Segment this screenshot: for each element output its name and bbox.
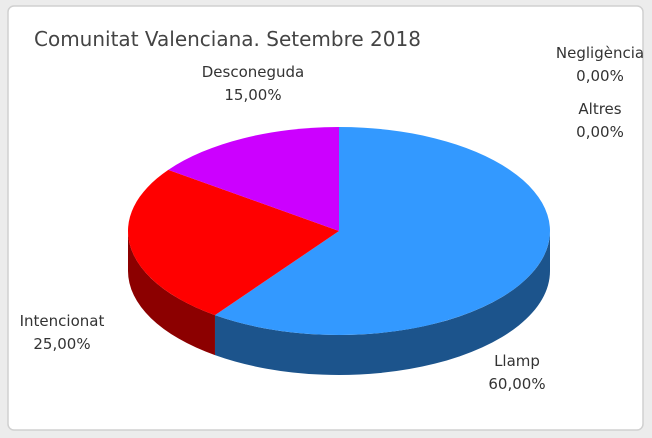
slice [128, 169, 339, 316]
slice-label: Desconeguda [202, 63, 305, 81]
slice-label: Altres [578, 100, 621, 118]
slice-value-label: 60,00% [488, 375, 545, 393]
pie [128, 126, 551, 375]
slice-label: Negligència [556, 44, 644, 62]
slice-value-label: 0,00% [576, 123, 624, 141]
slice-value-label: 0,00% [576, 67, 624, 85]
slice-value-label: 25,00% [33, 335, 90, 353]
slice [168, 126, 339, 231]
slice-side [128, 231, 215, 356]
slice-side [214, 231, 551, 375]
chart-title: Comunitat Valenciana. Setembre 2018 [34, 27, 421, 51]
slice-label: Llamp [494, 352, 540, 370]
slice-label: Intencionat [20, 312, 105, 330]
slice-value-label: 15,00% [224, 86, 281, 104]
slice [214, 127, 551, 335]
